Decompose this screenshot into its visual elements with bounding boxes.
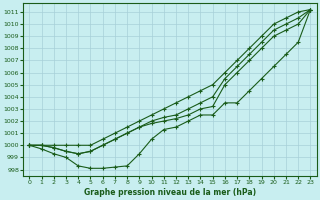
X-axis label: Graphe pression niveau de la mer (hPa): Graphe pression niveau de la mer (hPa) [84,188,256,197]
